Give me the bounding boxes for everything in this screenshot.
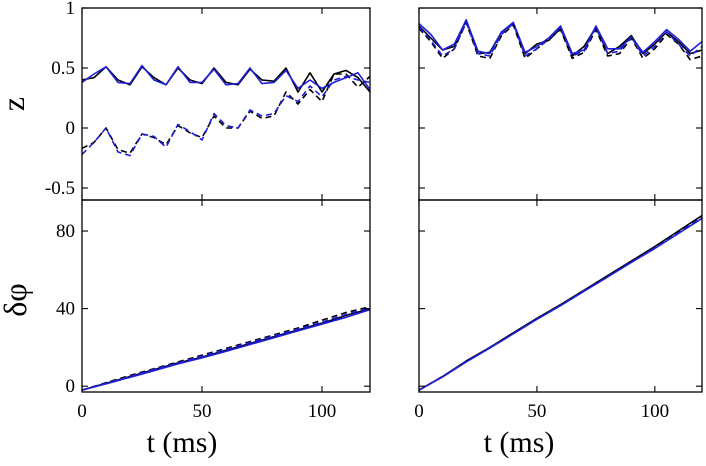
- row-0-ylabel: z: [0, 97, 31, 111]
- x-tick-label: 100: [641, 401, 670, 422]
- series-group: [419, 19, 702, 61]
- x-tick-label: 100: [308, 401, 337, 422]
- series-line-bottom-left-2: [82, 308, 370, 391]
- series-line-bottom-left-1: [82, 305, 370, 391]
- col-0-xlabel: t (ms): [147, 426, 218, 459]
- series-line-top-right-1: [419, 19, 702, 55]
- panels-layer: -0.5 0 0.5 1 0 40 80 0 50 100 0 50 100: [45, 0, 703, 422]
- series-line-bottom-left-3: [82, 306, 370, 391]
- series-group: [82, 305, 370, 391]
- series-group: [419, 214, 702, 391]
- series-line-bottom-right-0: [419, 214, 702, 391]
- y-tick-label: 0.5: [51, 58, 75, 79]
- axis-frame: [418, 199, 703, 393]
- y-tick-label: 80: [56, 221, 75, 242]
- panel-bottom-left: 0 40 80 0 50 100: [56, 199, 371, 422]
- series-line-top-left-3: [82, 75, 370, 157]
- series-line-top-right-3: [419, 21, 702, 57]
- y-tick-label: 40: [56, 299, 75, 320]
- row-1-ylabel: δφ: [0, 283, 33, 317]
- series-line-bottom-right-3: [419, 216, 702, 391]
- x-tick-label: 0: [414, 401, 424, 422]
- y-tick-label: -0.5: [45, 178, 75, 199]
- series-group: [82, 64, 370, 157]
- x-tick-label: 50: [193, 401, 212, 422]
- panel-top-right: [418, 7, 703, 201]
- series-line-top-left-0: [82, 66, 370, 93]
- col-1-xlabel: t (ms): [484, 426, 555, 459]
- y-tick-label: 0: [66, 118, 76, 139]
- y-tick-label: 0: [66, 376, 76, 397]
- series-line-top-left-1: [82, 64, 370, 91]
- panel-bottom-right: 0 50 100: [414, 199, 703, 422]
- axis-frame: [81, 7, 371, 201]
- y-tick-label: 1: [66, 0, 76, 19]
- axis-frame: [81, 199, 371, 393]
- x-tick-label: 50: [527, 401, 546, 422]
- x-tick-label: 0: [77, 401, 87, 422]
- panel-top-left: -0.5 0 0.5 1: [45, 0, 371, 201]
